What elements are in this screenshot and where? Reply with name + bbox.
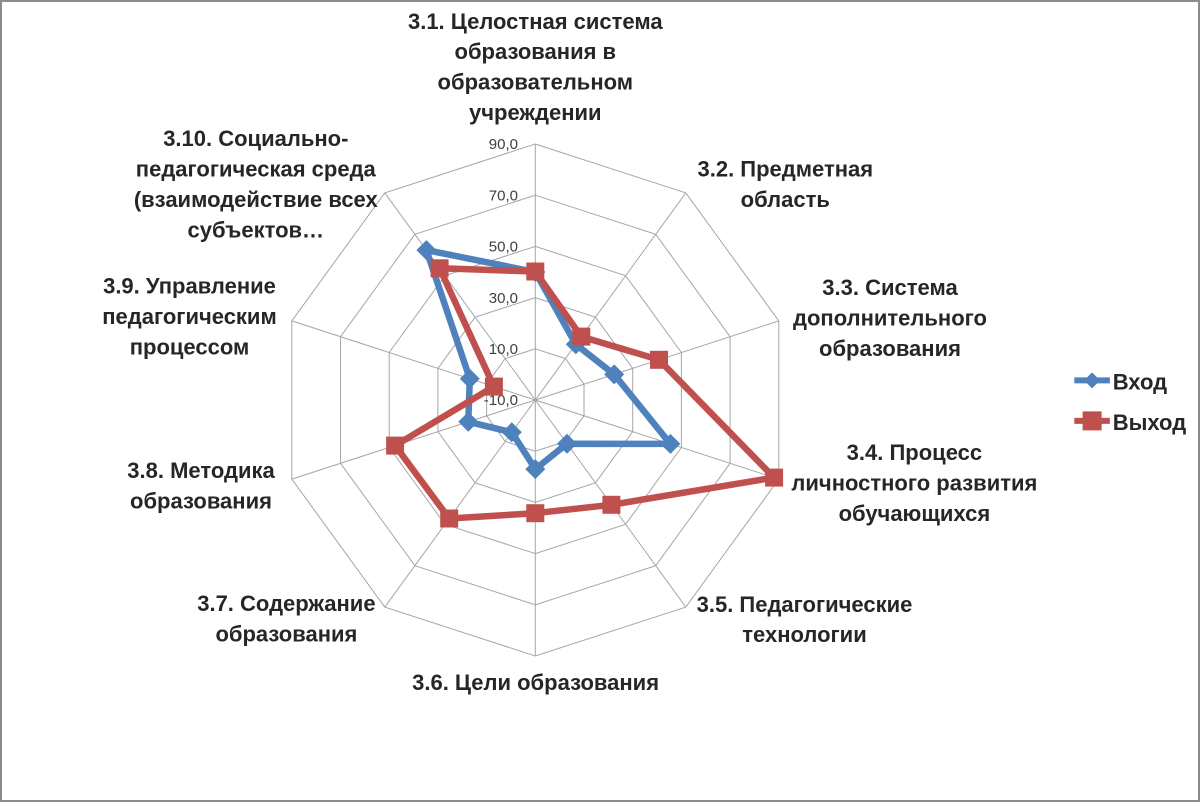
svg-text:90,0: 90,0 — [489, 136, 518, 153]
svg-text:10,0: 10,0 — [489, 341, 518, 358]
svg-text:-10,0: -10,0 — [484, 392, 518, 409]
svg-text:30,0: 30,0 — [489, 290, 518, 307]
svg-text:50,0: 50,0 — [489, 239, 518, 256]
svg-text:Выход: Выход — [1113, 410, 1187, 435]
svg-text:3.10. Социально-педагогическая: 3.10. Социально-педагогическая среда (вза… — [134, 126, 379, 242]
svg-text:Вход: Вход — [1113, 369, 1167, 394]
svg-text:70,0: 70,0 — [489, 187, 518, 204]
svg-text:3.6. Цели образования: 3.6. Цели образования — [412, 670, 659, 695]
